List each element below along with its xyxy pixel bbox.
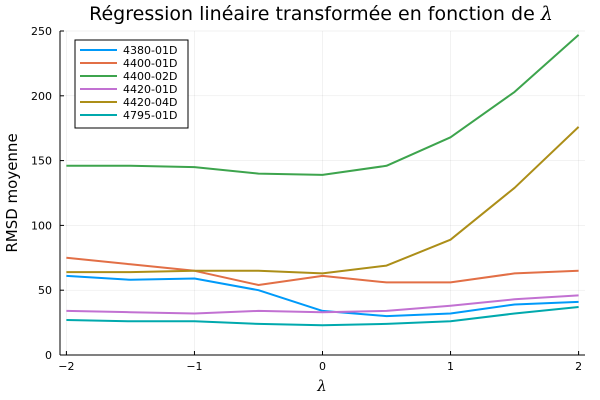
x-tick-label-3: 1 xyxy=(447,360,454,373)
y-ticks: 0 50 100 150 200 250 xyxy=(31,25,64,362)
x-tick-label-2: 0 xyxy=(319,360,326,373)
series-line-4420-01D xyxy=(66,294,579,315)
series-line-4420-04D xyxy=(66,126,580,275)
y-axis-label: RMSD moyenne xyxy=(3,133,21,252)
y-tick-label-0: 0 xyxy=(45,349,52,362)
x-axis-label: λ xyxy=(316,377,327,395)
series-lines xyxy=(66,34,580,327)
series-line-4400-02D xyxy=(66,34,580,176)
series-line-4380-01D xyxy=(66,274,579,318)
y-tick-label-5: 250 xyxy=(31,25,52,38)
y-tick-label-4: 200 xyxy=(31,90,52,103)
legend-label-4795-01D: 4795-01D xyxy=(123,109,177,122)
y-tick-label-2: 100 xyxy=(31,219,52,232)
series-line-4795-01D xyxy=(66,306,579,327)
legend-label-4400-01D: 4400-01D xyxy=(123,57,177,70)
x-ticks: −2 −1 0 1 2 xyxy=(58,351,582,373)
legend-label-4380-01D: 4380-01D xyxy=(123,44,177,57)
legend-label-4420-04D: 4420-04D xyxy=(123,96,177,109)
series-line-4400-01D xyxy=(66,256,579,286)
y-tick-label-1: 50 xyxy=(38,284,52,297)
x-tick-label-0: −2 xyxy=(58,360,74,373)
chart-title: Régression linéaire transformée en fonct… xyxy=(89,3,553,25)
title-lambda: λ xyxy=(540,3,553,25)
x-tick-label-4: 2 xyxy=(575,360,582,373)
legend-label-4420-01D: 4420-01D xyxy=(123,83,177,96)
legend-label-4400-02D: 4400-02D xyxy=(123,70,177,83)
y-tick-label-3: 150 xyxy=(31,155,52,168)
x-tick-label-1: −1 xyxy=(186,360,202,373)
legend: 4380-01D4400-01D4400-02D4420-01D4420-04D… xyxy=(74,39,189,129)
legend-box xyxy=(74,39,189,129)
